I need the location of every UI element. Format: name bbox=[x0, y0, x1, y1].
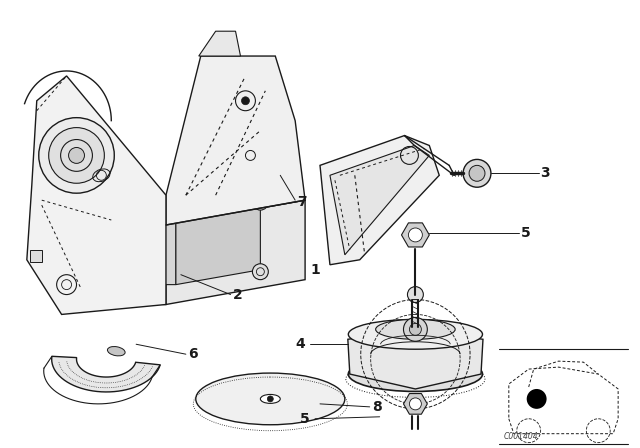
Polygon shape bbox=[403, 393, 428, 414]
Polygon shape bbox=[101, 196, 260, 218]
Circle shape bbox=[74, 214, 90, 230]
Circle shape bbox=[410, 323, 421, 335]
Polygon shape bbox=[199, 31, 241, 56]
Polygon shape bbox=[101, 213, 176, 284]
Ellipse shape bbox=[376, 319, 455, 339]
Ellipse shape bbox=[260, 394, 280, 403]
Ellipse shape bbox=[348, 319, 483, 349]
Text: 4: 4 bbox=[295, 337, 305, 351]
Circle shape bbox=[252, 264, 268, 280]
Circle shape bbox=[241, 97, 250, 105]
Ellipse shape bbox=[108, 347, 125, 356]
Circle shape bbox=[39, 118, 115, 193]
Circle shape bbox=[463, 159, 491, 187]
Circle shape bbox=[49, 128, 104, 183]
Ellipse shape bbox=[196, 373, 345, 425]
Circle shape bbox=[148, 214, 164, 230]
Polygon shape bbox=[67, 220, 166, 305]
Polygon shape bbox=[30, 250, 42, 262]
Polygon shape bbox=[27, 76, 166, 314]
Circle shape bbox=[252, 194, 268, 210]
Circle shape bbox=[268, 396, 273, 402]
Text: 1: 1 bbox=[310, 263, 320, 277]
Text: 8: 8 bbox=[372, 400, 381, 414]
Text: 2: 2 bbox=[232, 288, 243, 302]
Circle shape bbox=[68, 147, 84, 164]
Polygon shape bbox=[67, 195, 305, 225]
Polygon shape bbox=[348, 329, 483, 389]
Polygon shape bbox=[401, 223, 429, 247]
Polygon shape bbox=[166, 56, 305, 225]
Circle shape bbox=[148, 287, 164, 302]
Text: 6: 6 bbox=[188, 347, 198, 361]
Text: C001404: C001404 bbox=[504, 432, 538, 441]
Text: 5: 5 bbox=[521, 226, 531, 240]
Polygon shape bbox=[176, 200, 260, 284]
Circle shape bbox=[469, 165, 485, 181]
Circle shape bbox=[408, 228, 422, 242]
Circle shape bbox=[527, 389, 547, 409]
Polygon shape bbox=[330, 146, 429, 255]
Circle shape bbox=[403, 318, 428, 341]
Text: 3: 3 bbox=[541, 166, 550, 180]
Ellipse shape bbox=[348, 357, 483, 392]
Polygon shape bbox=[166, 200, 305, 305]
Circle shape bbox=[74, 277, 90, 293]
Circle shape bbox=[410, 398, 421, 410]
Polygon shape bbox=[320, 136, 439, 265]
Polygon shape bbox=[52, 356, 160, 392]
Circle shape bbox=[408, 287, 423, 302]
Text: 7: 7 bbox=[297, 195, 307, 209]
Text: 5: 5 bbox=[300, 412, 310, 426]
